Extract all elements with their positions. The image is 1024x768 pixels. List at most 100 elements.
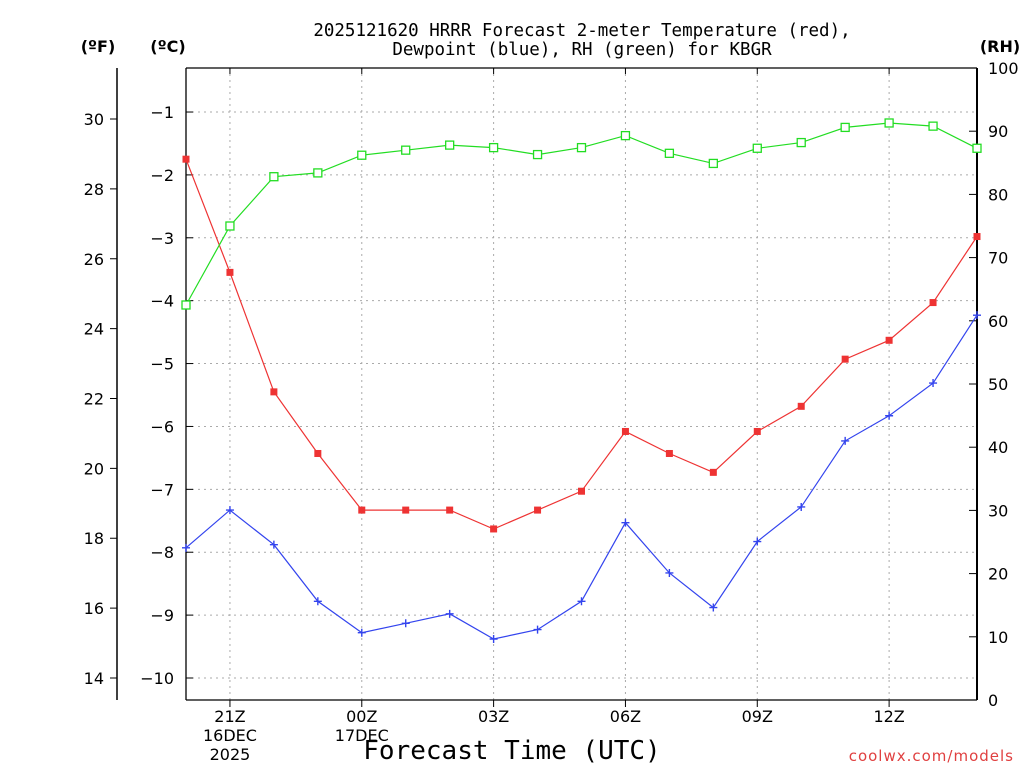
rh-point: [840, 122, 850, 133]
celsius-tick-label: −3: [150, 229, 174, 248]
chart-title-line-2: Dewpoint (blue), RH (green) for KBGR: [392, 40, 772, 60]
temperature-point: [358, 506, 366, 514]
temperature-point: [665, 449, 673, 457]
rh-tick-label: 20: [988, 565, 1008, 584]
dewpoint-point: [665, 568, 674, 577]
rh-tick-label: 60: [988, 312, 1008, 331]
rh-point: [884, 118, 894, 128]
fahrenheit-tick-label: 26: [84, 250, 104, 269]
dewpoint-point: [753, 537, 762, 546]
rh-tick-label: 40: [988, 438, 1008, 457]
rh-tick-label: 30: [988, 501, 1008, 520]
celsius-tick-label: −6: [150, 417, 174, 436]
dewpoint-point: [357, 628, 366, 637]
rh-point: [181, 300, 191, 310]
temperature-point: [270, 388, 278, 396]
celsius-tick-label: −7: [150, 480, 174, 499]
rh-tick-label: 0: [988, 691, 998, 710]
dewpoint-point: [489, 635, 498, 644]
rh-tick-label: 80: [988, 185, 1008, 204]
temperature-point: [841, 355, 849, 363]
rh-point: [972, 143, 982, 153]
rh-tick-label: 70: [988, 249, 1008, 268]
temperature-point: [929, 299, 937, 307]
series-rh: [181, 118, 982, 310]
rh-point: [445, 140, 455, 150]
rh-unit-label: (RH): [980, 37, 1020, 56]
dewpoint-point: [445, 609, 454, 618]
fahrenheit-tick-label: 30: [84, 110, 104, 129]
temperature-point: [490, 525, 498, 533]
temperature-point: [226, 268, 234, 276]
temperature-point: [753, 427, 761, 435]
rh-point: [313, 168, 323, 178]
rh-tick-label: 10: [988, 628, 1008, 647]
fahrenheit-unit-label: (ºF): [81, 37, 116, 56]
dewpoint-point: [841, 436, 850, 445]
axes: [110, 67, 978, 707]
dewpoint-point: [313, 597, 322, 606]
temperature-point: [709, 468, 717, 476]
fahrenheit-tick-label: 20: [84, 459, 104, 478]
dewpoint-point: [401, 619, 410, 628]
rh-point: [752, 143, 762, 153]
dewpoint-point: [533, 625, 542, 634]
rh-point: [225, 221, 235, 231]
temperature-point: [885, 336, 893, 344]
x-axis-label: Forecast Time (UTC): [363, 736, 660, 766]
rh-point: [532, 149, 543, 160]
series-dewpoint: [182, 311, 981, 644]
temperature-point: [621, 427, 629, 435]
dewpoint-point: [269, 540, 278, 549]
x-tick-label: 00Z: [346, 707, 377, 726]
temperature-point: [534, 506, 542, 514]
fahrenheit-tick-label: 28: [84, 180, 104, 199]
rh-point: [928, 121, 938, 131]
rh-point: [796, 137, 806, 148]
rh-point: [488, 142, 499, 153]
celsius-tick-label: −9: [150, 606, 174, 625]
chart-title: 2025121620 HRRR Forecast 2-meter Tempera…: [313, 21, 850, 60]
dewpoint-point: [929, 379, 938, 388]
dewpoint-point: [577, 597, 586, 606]
rh-point: [269, 172, 279, 182]
series-temperature: [182, 155, 981, 533]
rh-point: [708, 158, 718, 169]
fahrenheit-tick-label: 18: [84, 529, 104, 548]
rh-tick-label: 50: [988, 375, 1008, 394]
rh-point: [357, 150, 367, 160]
x-tick-label: 2025: [210, 745, 251, 764]
chart-title-line-1: 2025121620 HRRR Forecast 2-meter Tempera…: [313, 21, 850, 41]
temperature-point: [182, 155, 190, 163]
temperature-point: [446, 506, 454, 514]
celsius-tick-label: −5: [150, 355, 174, 374]
x-tick-label: 09Z: [742, 707, 773, 726]
fahrenheit-tick-label: 22: [84, 389, 104, 408]
temperature-point: [973, 233, 981, 241]
temperature-point: [578, 487, 585, 495]
temperature-point: [797, 402, 805, 410]
fahrenheit-tick-label: 16: [84, 599, 104, 618]
temperature-point: [402, 506, 410, 514]
dewpoint-point: [885, 411, 894, 420]
dewpoint-point: [709, 603, 718, 612]
rh-tick-label: 100: [988, 59, 1019, 78]
dewpoint-point: [973, 311, 981, 320]
dewpoint-point: [797, 502, 806, 511]
fahrenheit-tick-label: 24: [84, 320, 104, 339]
dewpoint-point: [225, 506, 234, 515]
celsius-tick-label: −1: [150, 103, 174, 122]
celsius-tick-label: −10: [140, 669, 174, 688]
x-tick-label: 21Z: [214, 707, 245, 726]
credit-text: coolwx.com/models: [849, 747, 1014, 765]
x-tick-label: 17DEC: [335, 726, 389, 745]
celsius-tick-label: −2: [150, 166, 174, 185]
temperature-point: [314, 449, 322, 457]
rh-tick-label: 90: [988, 122, 1008, 141]
x-tick-label: 03Z: [478, 707, 509, 726]
data-series: [181, 118, 982, 644]
celsius-unit-label: (ºC): [150, 37, 185, 56]
x-tick-label: 16DEC: [203, 726, 257, 745]
